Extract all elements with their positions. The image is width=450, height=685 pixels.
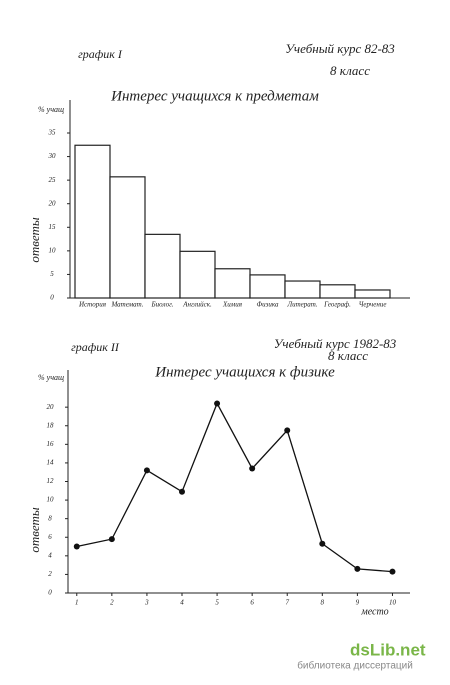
- y-tick-label: 30: [48, 152, 57, 160]
- bar: [179, 250, 216, 299]
- x-tick-label: 5: [215, 599, 219, 607]
- y-axis-title: ответы: [27, 507, 42, 553]
- x-tick-label: 10: [389, 599, 397, 607]
- x-tick-label: 3: [144, 599, 149, 607]
- bar: [354, 289, 391, 299]
- point: [319, 540, 326, 547]
- x-tick-label: Биолог.: [151, 301, 174, 309]
- y-tick-label: 2: [48, 570, 52, 578]
- point: [354, 565, 361, 572]
- x-tick-label: Математ.: [110, 301, 143, 309]
- x-tick-label: 1: [75, 599, 79, 607]
- x-tick-label: 2: [110, 599, 114, 607]
- x-tick-label: 4: [180, 599, 184, 607]
- x-tick-label: Черчение: [359, 301, 387, 309]
- x-label: место: [360, 606, 388, 617]
- x-tick-label: 8: [321, 599, 325, 607]
- x-tick-label: 9: [356, 599, 360, 607]
- bar: [144, 233, 181, 299]
- bar: [109, 176, 146, 299]
- y-tick-label: 8: [48, 514, 52, 522]
- x-tick-label: Химия: [222, 301, 242, 309]
- bar: [74, 144, 111, 299]
- header-note: 8 класс: [328, 348, 368, 363]
- x-tick-label: 6: [250, 599, 254, 607]
- y-axis-title: ответы: [27, 217, 42, 263]
- x-tick-label: История: [78, 301, 106, 309]
- y-tick-label: 6: [48, 533, 52, 541]
- y-tick-label: 0: [48, 589, 52, 597]
- y-tick-label: 5: [50, 270, 54, 278]
- header-note: 8 класс: [330, 63, 370, 78]
- y-tick-label: 35: [48, 129, 57, 137]
- y-tick-label: 10: [49, 246, 57, 254]
- chart-title: Интерес учащихся к предметам: [110, 88, 319, 104]
- point: [179, 488, 185, 495]
- bar: [214, 268, 251, 299]
- y-tick-label: 0: [50, 294, 54, 302]
- header-note: график II: [71, 340, 120, 354]
- bar: [284, 280, 321, 299]
- y-tick-label: 15: [49, 223, 57, 231]
- y-tick-label: 16: [47, 440, 55, 448]
- chart-title: Интерес учащихся к физике: [154, 364, 335, 380]
- bar: [319, 284, 356, 299]
- point: [249, 465, 256, 472]
- line: [76, 401, 393, 573]
- y-tick-label: 18: [47, 421, 55, 429]
- header-note: Учебный курс 1982-83: [274, 336, 397, 351]
- watermark-site: dsLib.net: [350, 640, 426, 659]
- y-label: % учащ: [38, 105, 64, 114]
- x-tick-label: Английск.: [182, 301, 212, 309]
- x-tick-label: 7: [285, 599, 289, 607]
- bar: [249, 274, 286, 299]
- point: [214, 400, 221, 407]
- point: [389, 568, 396, 575]
- x-tick-label: Литерат.: [286, 301, 318, 309]
- header-note: график I: [78, 47, 123, 61]
- y-tick-label: 20: [47, 403, 55, 411]
- point: [284, 427, 291, 434]
- y-label: % учащ: [38, 373, 64, 382]
- watermark-caption: библиотека диссертаций: [297, 660, 413, 672]
- x-tick-label: Физика: [257, 301, 279, 309]
- x-tick-label: Географ.: [323, 301, 351, 309]
- y-tick-label: 25: [49, 176, 57, 184]
- point: [108, 536, 115, 543]
- y-tick-label: 12: [47, 477, 55, 485]
- point: [73, 543, 80, 550]
- y-tick-label: 10: [47, 496, 55, 504]
- y-tick-label: 4: [48, 551, 52, 559]
- y-tick-label: 20: [49, 199, 57, 207]
- point: [143, 467, 150, 474]
- y-tick-label: 14: [47, 459, 55, 467]
- header-note: Учебный курс 82-83: [285, 41, 395, 56]
